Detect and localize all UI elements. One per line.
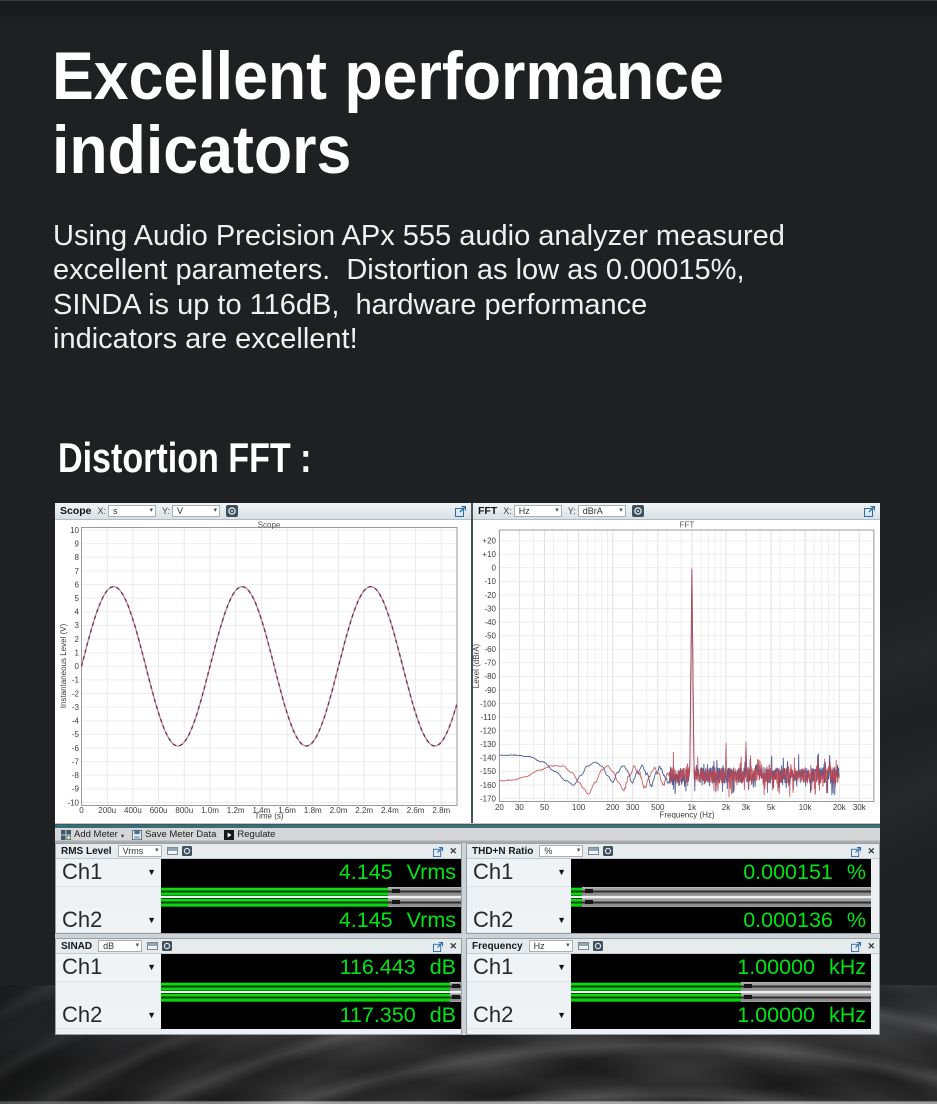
svg-text:50: 50 bbox=[540, 803, 549, 812]
svg-text:2.4m: 2.4m bbox=[381, 806, 399, 815]
svg-text:1: 1 bbox=[75, 649, 80, 658]
svg-text:Level (dBrA): Level (dBrA) bbox=[473, 643, 481, 688]
svg-text:-60: -60 bbox=[484, 645, 496, 654]
svg-text:100: 100 bbox=[572, 803, 586, 812]
svg-text:9: 9 bbox=[75, 540, 80, 549]
svg-text:FFT: FFT bbox=[680, 521, 695, 530]
svg-text:-100: -100 bbox=[480, 699, 497, 708]
svg-text:200u: 200u bbox=[98, 806, 116, 815]
svg-text:-3: -3 bbox=[72, 703, 80, 712]
svg-text:4: 4 bbox=[75, 608, 80, 617]
svg-text:-120: -120 bbox=[480, 727, 497, 736]
svg-text:-40: -40 bbox=[484, 618, 496, 627]
svg-text:-130: -130 bbox=[480, 740, 497, 749]
svg-text:7: 7 bbox=[75, 567, 80, 576]
svg-text:-50: -50 bbox=[484, 632, 496, 641]
svg-text:0: 0 bbox=[79, 806, 84, 815]
svg-text:2.2m: 2.2m bbox=[355, 806, 373, 815]
svg-text:2.8m: 2.8m bbox=[432, 806, 450, 815]
svg-text:600u: 600u bbox=[150, 806, 168, 815]
svg-text:-170: -170 bbox=[480, 794, 497, 803]
svg-text:1k: 1k bbox=[688, 803, 697, 812]
svg-text:Frequency (Hz): Frequency (Hz) bbox=[659, 811, 714, 820]
svg-text:2.6m: 2.6m bbox=[407, 806, 425, 815]
svg-text:1.2m: 1.2m bbox=[227, 806, 245, 815]
svg-text:200: 200 bbox=[606, 803, 620, 812]
svg-text:300: 300 bbox=[626, 803, 640, 812]
svg-text:20k: 20k bbox=[833, 803, 847, 812]
svg-text:-5: -5 bbox=[72, 730, 80, 739]
svg-text:-30: -30 bbox=[484, 604, 496, 613]
svg-text:5k: 5k bbox=[767, 803, 776, 812]
svg-text:-8: -8 bbox=[72, 771, 80, 780]
svg-text:1.6m: 1.6m bbox=[278, 806, 296, 815]
svg-text:+20: +20 bbox=[482, 537, 496, 546]
svg-text:-10: -10 bbox=[67, 798, 79, 807]
svg-text:-90: -90 bbox=[484, 686, 496, 695]
svg-text:3: 3 bbox=[75, 621, 80, 630]
svg-text:Time (s): Time (s) bbox=[254, 812, 283, 821]
svg-text:Scope: Scope bbox=[258, 521, 281, 530]
svg-text:-140: -140 bbox=[480, 754, 497, 763]
svg-text:-110: -110 bbox=[481, 713, 497, 722]
svg-text:10: 10 bbox=[70, 526, 79, 535]
svg-text:2k: 2k bbox=[722, 803, 731, 812]
svg-text:+10: +10 bbox=[482, 550, 496, 559]
svg-text:10k: 10k bbox=[799, 803, 813, 812]
svg-text:-1: -1 bbox=[72, 676, 80, 685]
svg-text:500: 500 bbox=[651, 803, 665, 812]
svg-text:8: 8 bbox=[75, 553, 80, 562]
svg-text:3k: 3k bbox=[742, 803, 751, 812]
svg-text:20: 20 bbox=[495, 803, 504, 812]
svg-text:0: 0 bbox=[75, 662, 80, 671]
svg-text:800u: 800u bbox=[175, 806, 193, 815]
svg-text:1.0m: 1.0m bbox=[201, 806, 219, 815]
svg-text:Instantaneous Level (V): Instantaneous Level (V) bbox=[59, 623, 68, 708]
svg-text:-150: -150 bbox=[480, 767, 497, 776]
svg-text:6: 6 bbox=[75, 580, 80, 589]
svg-text:30: 30 bbox=[515, 803, 524, 812]
svg-text:-20: -20 bbox=[484, 591, 496, 600]
svg-text:1.8m: 1.8m bbox=[304, 806, 322, 815]
svg-text:30k: 30k bbox=[853, 803, 867, 812]
svg-text:-70: -70 bbox=[484, 659, 496, 668]
svg-text:-6: -6 bbox=[72, 744, 80, 753]
svg-text:-160: -160 bbox=[480, 781, 497, 790]
svg-text:400u: 400u bbox=[124, 806, 142, 815]
svg-text:2.0m: 2.0m bbox=[330, 806, 348, 815]
svg-text:2: 2 bbox=[75, 635, 80, 644]
svg-text:-7: -7 bbox=[72, 757, 80, 766]
svg-text:-80: -80 bbox=[484, 672, 496, 681]
svg-text:-2: -2 bbox=[72, 689, 80, 698]
svg-text:5: 5 bbox=[75, 594, 80, 603]
svg-text:0: 0 bbox=[492, 564, 497, 573]
svg-text:1.4m: 1.4m bbox=[253, 806, 271, 815]
svg-text:-9: -9 bbox=[72, 785, 80, 794]
svg-text:-4: -4 bbox=[72, 717, 80, 726]
svg-text:-10: -10 bbox=[484, 577, 496, 586]
